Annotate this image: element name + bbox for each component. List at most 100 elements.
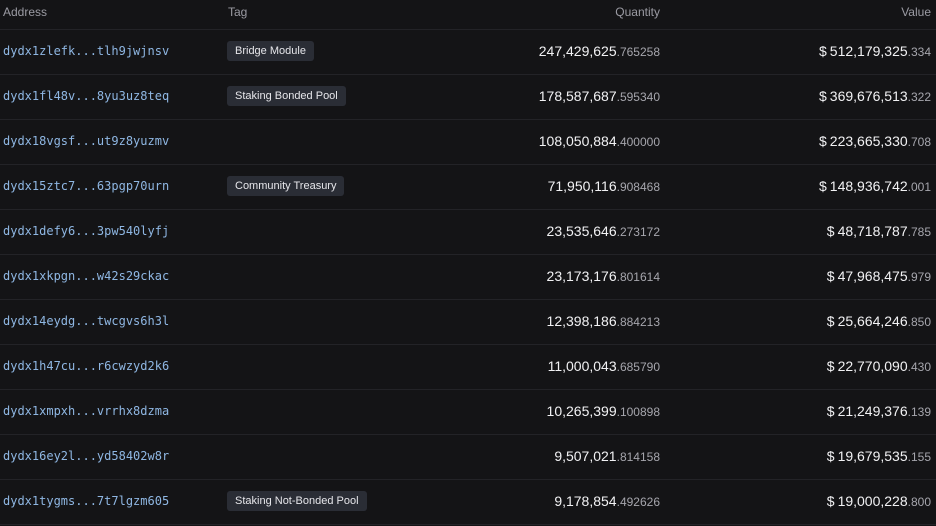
currency-symbol: $ [826,223,835,239]
quantity-decimal: .765258 [616,45,660,59]
quantity-cell: 12,398,186.884213 [547,313,660,329]
value-cell: $19,000,228.800 [827,493,931,509]
address-link[interactable]: dydx1xkpgn...w42s29ckac [3,269,170,283]
table-row: dydx18vgsf...ut9z8yuzmv 108,050,884.4000… [0,120,936,165]
currency-symbol: $ [826,448,835,464]
currency-symbol: $ [818,43,827,59]
tag-badge: Community Treasury [227,176,345,196]
table-row: dydx1defy6...3pw540lyfj 23,535,646.27317… [0,210,936,255]
table-row: dydx16ey2l...yd58402w8r 9,507,021.814158… [0,435,936,480]
quantity-decimal: .400000 [616,135,660,149]
value-cell: $512,179,325.334 [819,43,931,59]
currency-symbol: $ [826,268,835,284]
address-link[interactable]: dydx1xmpxh...vrrhx8dzma [3,404,170,418]
value-decimal: .850 [907,315,931,329]
tag-badge: Bridge Module [227,41,314,61]
quantity-decimal: .908468 [616,180,660,194]
value-decimal: .139 [907,405,931,419]
quantity-decimal: .273172 [616,225,660,239]
value-cell: $369,676,513.322 [819,88,931,104]
column-header-address[interactable]: Address [3,5,48,19]
value-integer: 512,179,325 [829,43,908,59]
address-link[interactable]: dydx1h47cu...r6cwzyd2k6 [3,359,170,373]
table-header: Address Tag Quantity Value [0,0,936,30]
address-link[interactable]: dydx1fl48v...8yu3uz8teq [3,89,170,103]
quantity-decimal: .884213 [616,315,660,329]
quantity-cell: 247,429,625.765258 [539,43,660,59]
value-cell: $25,664,246.850 [827,313,931,329]
table-row: dydx1xmpxh...vrrhx8dzma 10,265,399.10089… [0,390,936,435]
value-integer: 19,000,228 [837,493,908,509]
column-header-tag[interactable]: Tag [228,5,248,19]
value-cell: $223,665,330.708 [819,133,931,149]
table-body: dydx1zlefk...tlh9jwjnsv Bridge Module 24… [0,30,936,525]
quantity-cell: 10,265,399.100898 [547,403,660,419]
quantity-integer: 23,535,646 [546,223,617,239]
quantity-decimal: .595340 [616,90,660,104]
value-cell: $22,770,090.430 [827,358,931,374]
currency-symbol: $ [826,403,835,419]
address-link[interactable]: dydx1zlefk...tlh9jwjnsv [3,44,170,58]
currency-symbol: $ [818,178,827,194]
value-decimal: .979 [907,270,931,284]
tag-badge: Staking Not-Bonded Pool [227,491,367,511]
column-header-quantity[interactable]: Quantity [615,5,660,19]
quantity-cell: 23,535,646.273172 [547,223,660,239]
value-decimal: .800 [907,495,931,509]
quantity-decimal: .492626 [616,495,660,509]
quantity-integer: 9,178,854 [554,493,617,509]
address-link[interactable]: dydx1defy6...3pw540lyfj [3,224,170,238]
quantity-integer: 108,050,884 [538,133,617,149]
address-link[interactable]: dydx18vgsf...ut9z8yuzmv [3,134,170,148]
table-row: dydx1fl48v...8yu3uz8teq Staking Bonded P… [0,75,936,120]
value-integer: 369,676,513 [829,88,908,104]
currency-symbol: $ [826,358,835,374]
quantity-cell: 11,000,043.685790 [548,358,660,374]
value-decimal: .322 [907,90,931,104]
table-row: dydx14eydg...twcgvs6h3l 12,398,186.88421… [0,300,936,345]
quantity-integer: 9,507,021 [554,448,617,464]
quantity-decimal: .814158 [616,450,660,464]
quantity-cell: 23,173,176.801614 [547,268,660,284]
column-header-value[interactable]: Value [901,5,931,19]
table-row: dydx1xkpgn...w42s29ckac 23,173,176.80161… [0,255,936,300]
table-row: dydx1tygms...7t7lgzm605 Staking Not-Bond… [0,480,936,525]
quantity-decimal: .801614 [616,270,660,284]
value-decimal: .001 [907,180,931,194]
quantity-integer: 10,265,399 [546,403,617,419]
value-decimal: .334 [907,45,931,59]
tag-badge: Staking Bonded Pool [227,86,346,106]
quantity-cell: 71,950,116.908468 [548,178,660,194]
quantity-integer: 11,000,043 [547,358,617,374]
value-cell: $19,679,535.155 [827,448,931,464]
quantity-integer: 12,398,186 [546,313,617,329]
value-decimal: .155 [907,450,931,464]
value-decimal: .785 [907,225,931,239]
address-link[interactable]: dydx14eydg...twcgvs6h3l [3,314,170,328]
currency-symbol: $ [826,313,835,329]
table-row: dydx1zlefk...tlh9jwjnsv Bridge Module 24… [0,30,936,75]
value-cell: $47,968,475.979 [827,268,931,284]
value-decimal: .708 [907,135,931,149]
quantity-cell: 108,050,884.400000 [539,133,660,149]
quantity-cell: 9,507,021.814158 [554,448,660,464]
value-integer: 21,249,376 [837,403,908,419]
quantity-integer: 23,173,176 [546,268,617,284]
value-integer: 223,665,330 [829,133,908,149]
value-integer: 22,770,090 [837,358,908,374]
currency-symbol: $ [818,88,827,104]
table-row: dydx15ztc7...63pgp70urn Community Treasu… [0,165,936,210]
quantity-decimal: .685790 [616,360,660,374]
address-link[interactable]: dydx16ey2l...yd58402w8r [3,449,170,463]
currency-symbol: $ [818,133,827,149]
value-decimal: .430 [907,360,931,374]
value-integer: 19,679,535 [837,448,908,464]
address-link[interactable]: dydx1tygms...7t7lgzm605 [3,494,170,508]
address-link[interactable]: dydx15ztc7...63pgp70urn [3,179,170,193]
value-cell: $148,936,742.001 [819,178,931,194]
value-integer: 25,664,246 [837,313,908,329]
quantity-integer: 247,429,625 [538,43,617,59]
currency-symbol: $ [826,493,835,509]
quantity-integer: 178,587,687 [538,88,617,104]
